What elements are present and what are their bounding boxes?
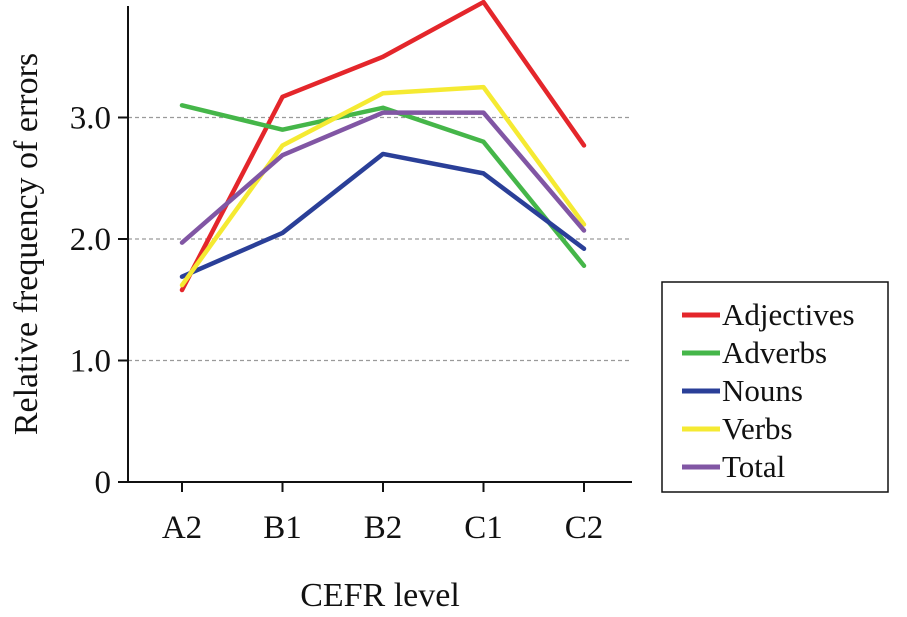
series-lines xyxy=(179,0,587,293)
y-tick-label: 1.0 xyxy=(70,344,111,380)
x-tick-label: B1 xyxy=(263,510,302,546)
y-ticks: 0 1.0 2.0 3.0 xyxy=(70,101,128,501)
y-tick-label: 0 xyxy=(95,465,112,501)
x-tick-label: C1 xyxy=(464,510,503,546)
legend-label: Adjectives xyxy=(722,297,855,332)
x-ticks: A2 B1 B2 C1 C2 xyxy=(162,482,603,546)
series-line-adverbs xyxy=(179,103,587,268)
x-tick-label: B2 xyxy=(364,510,403,546)
legend-label: Adverbs xyxy=(722,335,827,370)
y-axis-label: Relative frequency of errors xyxy=(8,53,45,435)
x-axis-label: CEFR level xyxy=(300,577,460,614)
x-tick-label: C2 xyxy=(565,510,604,546)
x-tick-label: A2 xyxy=(162,510,202,546)
gridlines xyxy=(128,116,632,362)
y-tick-label: 3.0 xyxy=(70,101,111,137)
y-tick-label: 2.0 xyxy=(70,222,111,258)
axes xyxy=(127,6,632,483)
legend-label: Nouns xyxy=(722,373,803,408)
legend-label: Total xyxy=(722,449,785,484)
series-line-nouns xyxy=(179,151,587,279)
series-line-adjectives xyxy=(179,0,587,293)
legend-label: Verbs xyxy=(722,411,793,446)
series-line-total xyxy=(179,110,587,245)
series-line-verbs xyxy=(179,84,587,288)
